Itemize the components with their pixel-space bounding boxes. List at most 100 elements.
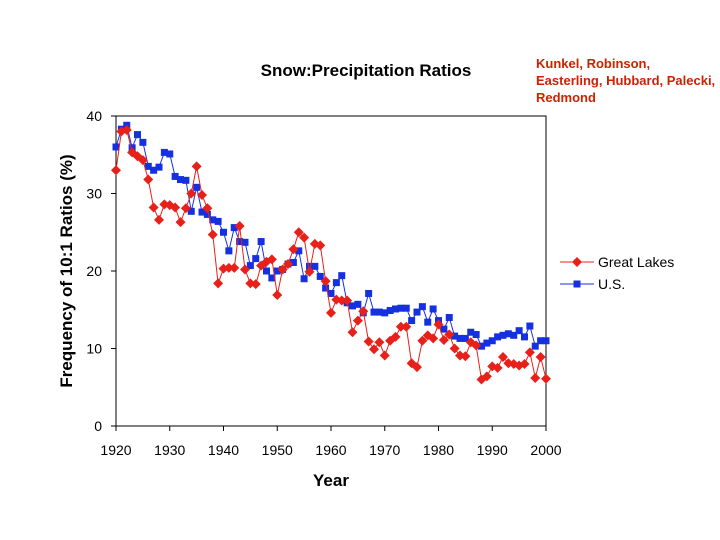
point-u-s [332, 279, 340, 287]
point-great-lakes [363, 336, 374, 347]
point-u-s [386, 307, 394, 315]
point-great-lakes [272, 290, 283, 301]
point-great-lakes [154, 214, 164, 225]
point-great-lakes [202, 203, 213, 214]
point-u-s [515, 327, 523, 335]
point-great-lakes [541, 373, 551, 384]
point-great-lakes [460, 351, 471, 362]
point-u-s [257, 238, 265, 246]
point-great-lakes [283, 259, 293, 270]
point-great-lakes [240, 264, 250, 275]
point-u-s [413, 308, 421, 316]
legend-label-great-lakes: Great Lakes [598, 254, 674, 270]
point-great-lakes [481, 371, 492, 382]
point-u-s [408, 317, 416, 325]
point-u-s [112, 143, 120, 151]
point-u-s [402, 304, 410, 312]
point-great-lakes [438, 334, 449, 345]
point-u-s [365, 289, 373, 297]
point-great-lakes [137, 155, 148, 166]
legend-label-u-s: U.S. [598, 276, 625, 292]
authors-note: Kunkel, Robinson, Easterling, Hubbard, P… [536, 56, 716, 105]
point-u-s [451, 332, 459, 340]
point-u-s [171, 172, 179, 180]
x-tick-label: 1970 [369, 442, 400, 458]
point-great-lakes [234, 221, 245, 232]
point-u-s [440, 325, 448, 333]
point-u-s [381, 309, 389, 317]
point-u-s [220, 228, 227, 236]
point-great-lakes [358, 306, 369, 317]
y-tick-label: 20 [86, 263, 102, 279]
point-u-s [322, 284, 330, 292]
point-great-lakes [250, 279, 261, 290]
x-tick-label: 1980 [423, 442, 454, 458]
point-great-lakes [320, 276, 331, 287]
point-u-s [510, 331, 518, 339]
point-u-s [542, 337, 550, 345]
point-u-s [166, 150, 174, 158]
point-great-lakes [299, 232, 310, 243]
point-great-lakes [433, 319, 444, 330]
point-u-s [429, 305, 437, 313]
point-u-s [273, 267, 281, 275]
y-axis: 0 10 20 30 40 [86, 108, 116, 434]
point-u-s [349, 302, 356, 310]
point-great-lakes [347, 327, 358, 338]
point-u-s [246, 262, 254, 270]
point-u-s [494, 333, 502, 341]
point-u-s [537, 337, 545, 345]
y-axis-label: Frequency of 10:1 Ratios (%) [57, 154, 76, 387]
series-layer [111, 121, 551, 385]
point-u-s [478, 342, 485, 350]
point-u-s [225, 247, 233, 255]
point-great-lakes [207, 229, 218, 240]
point-u-s [160, 148, 168, 156]
point-great-lakes [197, 190, 207, 201]
point-u-s [236, 238, 244, 246]
point-u-s [252, 255, 260, 263]
point-u-s [155, 163, 163, 171]
point-great-lakes [121, 124, 132, 135]
point-u-s [483, 339, 491, 347]
point-u-s [139, 138, 147, 146]
point-u-s [182, 176, 190, 184]
point-u-s [375, 308, 383, 316]
point-great-lakes [277, 264, 288, 275]
point-u-s [392, 305, 399, 313]
point-great-lakes [293, 227, 304, 238]
point-u-s [327, 289, 335, 297]
point-u-s [177, 176, 184, 184]
point-u-s [445, 314, 453, 321]
point-great-lakes [170, 202, 181, 213]
point-u-s [144, 162, 152, 170]
point-u-s [187, 207, 195, 215]
plot-area [115, 115, 547, 427]
point-great-lakes [471, 340, 482, 351]
point-u-s [311, 262, 319, 270]
point-u-s [526, 322, 534, 330]
x-tick-label: 1990 [477, 442, 508, 458]
point-u-s [418, 303, 426, 311]
y-tick-label: 30 [86, 186, 102, 202]
legend-marker-u-s [573, 280, 581, 288]
point-great-lakes [213, 278, 224, 289]
point-u-s [472, 331, 480, 339]
point-great-lakes [186, 188, 197, 199]
point-u-s [214, 217, 222, 225]
point-u-s [203, 210, 211, 218]
point-great-lakes [143, 174, 154, 185]
legend-marker-great-lakes [572, 257, 582, 267]
point-great-lakes [417, 335, 428, 346]
point-great-lakes [336, 295, 347, 306]
point-u-s [198, 208, 206, 216]
point-u-s [300, 275, 308, 283]
chart-title: Snow:Precipitation Ratios [261, 61, 472, 80]
point-great-lakes [352, 315, 363, 326]
point-great-lakes [266, 254, 277, 265]
x-tick-label: 2000 [530, 442, 561, 458]
y-tick-label: 10 [86, 341, 102, 357]
point-u-s [316, 272, 324, 280]
point-great-lakes [288, 244, 299, 255]
